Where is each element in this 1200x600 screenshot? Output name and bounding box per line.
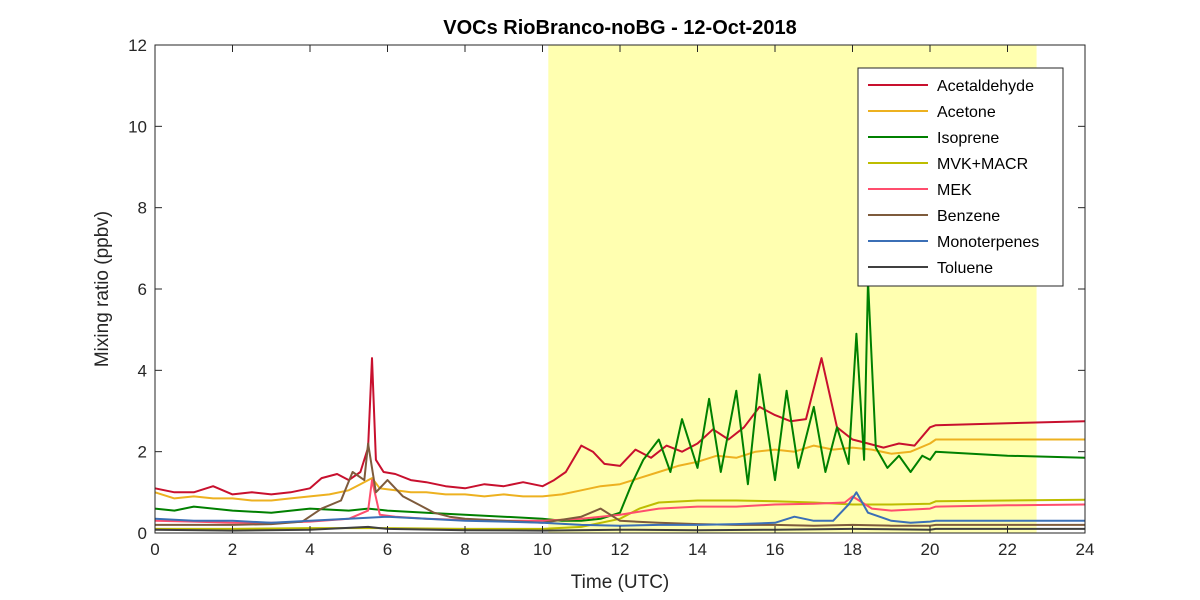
x-tick-label: 22: [998, 540, 1017, 559]
y-tick-label: 0: [138, 524, 147, 543]
x-tick-label: 24: [1076, 540, 1095, 559]
x-axis-label: Time (UTC): [571, 572, 670, 593]
chart-title: VOCs RioBranco-noBG - 12-Oct-2018: [443, 17, 796, 39]
x-tick-label: 20: [921, 540, 940, 559]
x-tick-label: 16: [766, 540, 785, 559]
y-tick-label: 6: [138, 280, 147, 299]
legend-box: [857, 67, 1064, 287]
y-tick-label: 2: [138, 443, 147, 462]
series-line-isoprene: [154, 279, 1086, 522]
x-tick-label: 0: [150, 540, 159, 559]
y-tick-label: 4: [138, 361, 147, 380]
legend-label-mvk-macr: MVK+MACR: [937, 156, 1028, 173]
y-tick-label: 12: [128, 36, 147, 55]
x-tick-label: 10: [533, 540, 552, 559]
x-tick-label: 4: [305, 540, 314, 559]
series-line-monoterpenes: [154, 491, 1085, 527]
x-tick-label: 18: [843, 540, 862, 559]
legend-label-benzene: Benzene: [937, 208, 1000, 225]
y-tick-label: 8: [138, 199, 147, 218]
legend-label-isoprene: Isoprene: [937, 130, 999, 147]
legend-label-mek: MEK: [937, 182, 972, 199]
y-tick-label: 10: [128, 117, 147, 136]
x-tick-label: 6: [383, 540, 392, 559]
legend: Acetaldehyde Acetone Isoprene MVK+MACR MEK Be…: [857, 67, 1064, 287]
legend-label-acetone: Acetone: [937, 104, 996, 121]
x-tick-label: 14: [688, 540, 707, 559]
y-axis-label: Mixing ratio (ppbv): [92, 211, 113, 367]
legend-label-toluene: Toluene: [937, 260, 993, 277]
series-line-benzene: [155, 442, 1085, 527]
legend-label-monoterpenes: Monoterpenes: [937, 234, 1039, 251]
legend-label-acetaldehyde: Acetaldehyde: [937, 78, 1034, 95]
x-tick-label: 8: [460, 540, 469, 559]
x-tick-label: 12: [611, 540, 630, 559]
x-tick-label: 2: [228, 540, 237, 559]
